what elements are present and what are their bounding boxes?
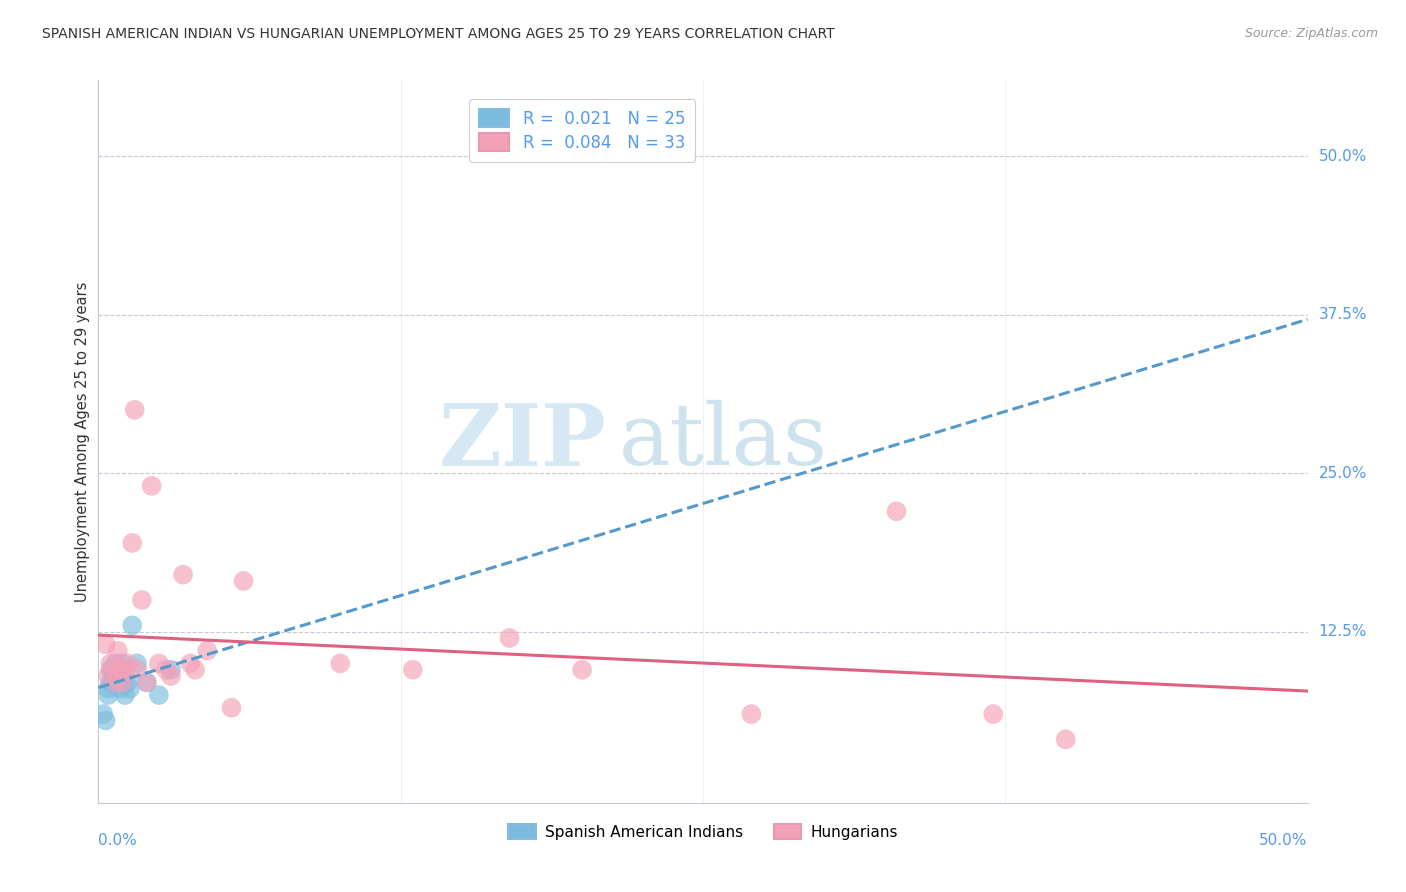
Text: Source: ZipAtlas.com: Source: ZipAtlas.com [1244,27,1378,40]
Point [127,657,149,671]
Point [108,681,131,696]
Point [160,663,183,677]
Point [104,657,127,671]
Point [121,618,143,632]
Point [111,675,134,690]
Point [107,675,129,690]
Point [148,657,170,671]
Point [94,714,117,728]
Point [184,663,207,677]
Point [160,669,183,683]
Point [94,637,117,651]
Text: 50.0%: 50.0% [1260,833,1308,848]
Y-axis label: Unemployment Among Ages 25 to 29 years: Unemployment Among Ages 25 to 29 years [75,281,90,602]
Point [118,681,141,696]
Point [172,567,194,582]
Point [740,707,762,722]
Point [107,643,129,657]
Point [148,688,170,702]
Point [97,669,120,683]
Text: SPANISH AMERICAN INDIAN VS HUNGARIAN UNEMPLOYMENT AMONG AGES 25 TO 29 YEARS CORR: SPANISH AMERICAN INDIAN VS HUNGARIAN UNE… [42,27,835,41]
Point [114,663,136,677]
Legend: Spanish American Indians, Hungarians: Spanish American Indians, Hungarians [502,818,904,846]
Point [101,669,124,683]
Point [141,479,163,493]
Point [97,688,120,702]
Point [107,669,129,683]
Point [886,504,908,518]
Text: ZIP: ZIP [439,400,606,483]
Point [117,657,139,671]
Point [104,675,127,690]
Point [97,681,120,696]
Point [91,707,114,722]
Point [135,675,157,690]
Text: atlas: atlas [619,400,828,483]
Point [179,657,201,671]
Text: 25.0%: 25.0% [1319,466,1367,481]
Point [100,663,122,677]
Point [121,536,143,550]
Point [100,657,122,671]
Point [155,663,177,677]
Point [1054,732,1077,747]
Point [114,669,136,683]
Point [402,663,425,677]
Point [114,688,136,702]
Point [498,631,520,645]
Point [108,663,131,677]
Point [101,663,124,677]
Point [127,663,149,677]
Text: 50.0%: 50.0% [1319,149,1367,164]
Point [221,700,243,714]
Point [135,675,157,690]
Text: 0.0%: 0.0% [98,833,138,848]
Point [981,707,1004,722]
Text: 12.5%: 12.5% [1319,624,1367,640]
Text: 37.5%: 37.5% [1319,307,1367,322]
Point [232,574,254,588]
Point [108,663,131,677]
Point [195,643,218,657]
Point [111,675,134,690]
Point [117,675,139,690]
Point [100,675,122,690]
Point [101,675,124,690]
Point [124,402,146,417]
Point [131,593,153,607]
Point [571,663,593,677]
Point [111,657,134,671]
Point [104,663,127,677]
Point [329,657,352,671]
